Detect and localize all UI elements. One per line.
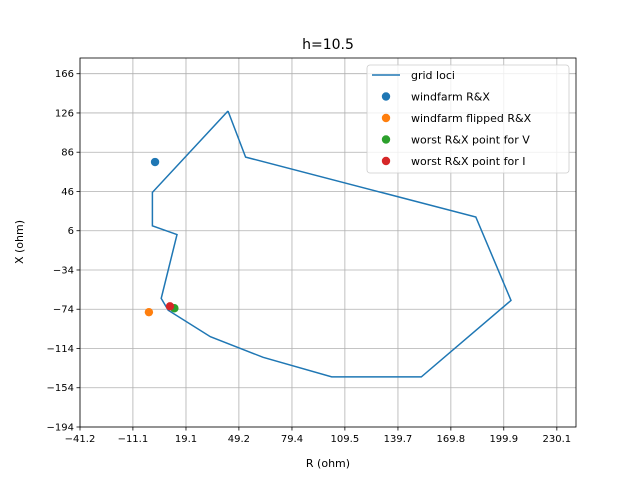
y-tick-label: −34 [53, 265, 74, 276]
ticks: −41.2 −11.1 19.1 49.2 79.4 109.5 139.7 169.8 199… [47, 69, 572, 445]
legend-label: worst R&X point for V [411, 134, 530, 147]
legend-label: grid loci [411, 69, 455, 82]
y-tick-label: 126 [55, 108, 74, 119]
legend-marker-swatch [381, 135, 391, 144]
legend-label: windfarm flipped R&X [411, 112, 532, 125]
legend-box [366, 64, 570, 174]
legend-marker-swatch [381, 156, 391, 166]
x-tick-label: 49.2 [228, 434, 250, 445]
y-tick-label: −74 [53, 305, 74, 316]
x-tick-label: 19.1 [175, 434, 197, 445]
x-tick-label: −11.1 [118, 434, 149, 445]
y-tick-label: 6 [68, 226, 74, 237]
y-tick-label: 166 [55, 69, 74, 80]
legend: grid loci windfarm R&X windfarm flipped R&… [366, 64, 570, 174]
legend-marker-swatch [381, 92, 391, 101]
chart-title: h=10.5 [302, 37, 354, 53]
legend-label: windfarm R&X [411, 91, 490, 104]
scatter-point [165, 302, 175, 311]
y-tick-label: −114 [47, 344, 74, 355]
x-tick-label: 79.4 [281, 434, 303, 445]
series-layer [144, 110, 512, 378]
x-tick-label: −41.2 [65, 434, 96, 445]
x-tick-label: 139.7 [384, 434, 413, 445]
legend-label: worst R&X point for I [411, 155, 525, 168]
x-axis-label: R (ohm) [306, 457, 350, 470]
scatter-point [150, 157, 160, 167]
x-tick-label: 109.5 [331, 434, 360, 445]
y-tick-label: −154 [47, 383, 74, 394]
legend-marker-swatch [381, 113, 391, 123]
x-tick-label: 169.8 [437, 434, 466, 445]
y-tick-label: 46 [61, 187, 74, 198]
series-line-grid-loci [151, 110, 512, 378]
y-tick-label: −194 [47, 423, 74, 434]
scatter-point [144, 307, 154, 317]
plot-frame [79, 57, 577, 428]
x-tick-label: 230.1 [543, 434, 572, 445]
y-axis-label: X (ohm) [13, 220, 26, 264]
x-tick-label: 199.9 [489, 434, 518, 445]
y-tick-label: 86 [61, 148, 74, 159]
